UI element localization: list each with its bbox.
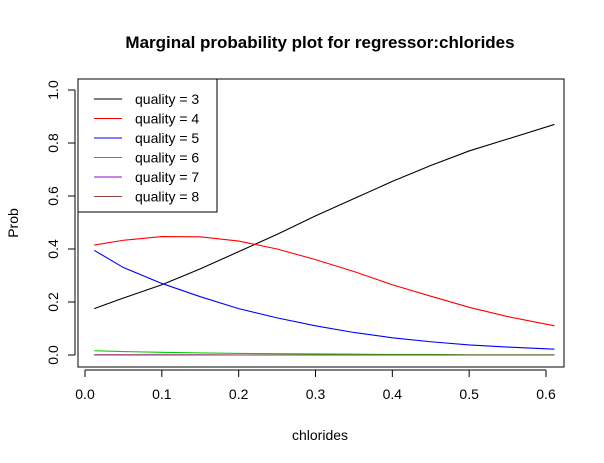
x-tick-label: 0.2	[229, 386, 249, 402]
x-tick-label: 0.0	[75, 386, 95, 402]
series-line	[93, 249, 555, 350]
legend: quality = 3 quality = 4 quality = 5 quality…	[77, 78, 218, 213]
legend-label: quality = 3	[135, 91, 199, 107]
x-tick-label: 0.3	[306, 386, 326, 402]
y-axis-label: Prob	[5, 208, 21, 238]
legend-label: quality = 8	[135, 189, 199, 205]
x-tick-label: 0.6	[536, 386, 556, 402]
chart-title: Marginal probability plot for regressor:…	[125, 33, 514, 52]
y-tick-label: 0.8	[45, 133, 61, 153]
x-axis-label: chlorides	[292, 427, 348, 443]
x-tick-label: 0.1	[152, 386, 172, 402]
y-axis: 0.0 0.2 0.4 0.6 0.8 1.0	[45, 80, 76, 365]
plot-frame	[77, 78, 565, 368]
series-lines	[93, 123, 555, 356]
y-tick-label: 0.0	[45, 345, 61, 365]
series-line	[94, 235, 555, 327]
y-tick-label: 0.4	[45, 239, 61, 259]
series-line	[94, 350, 555, 356]
y-tick-label: 0.6	[45, 186, 61, 206]
legend-label: quality = 5	[135, 130, 199, 146]
y-tick-label: 1.0	[45, 80, 61, 100]
legend-box	[77, 78, 218, 213]
series-line	[94, 123, 555, 310]
x-tick-label: 0.5	[459, 386, 479, 402]
x-tick-label: 0.4	[383, 386, 403, 402]
legend-label: quality = 6	[135, 150, 199, 166]
legend-label: quality = 4	[135, 111, 199, 127]
x-axis: 0.0 0.1 0.2 0.3 0.4 0.5 0.6	[75, 369, 556, 402]
legend-label: quality = 7	[135, 169, 199, 185]
y-tick-label: 0.2	[45, 292, 61, 312]
